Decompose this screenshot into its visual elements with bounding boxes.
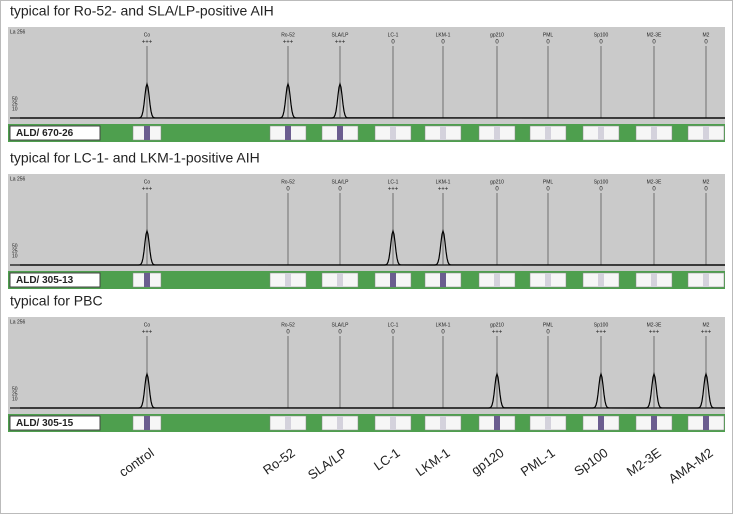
strip-band [285, 126, 291, 140]
strip-band [144, 126, 150, 140]
band-result: +++ [388, 187, 399, 193]
strip-band [390, 416, 396, 430]
strip-band [703, 273, 709, 287]
strip-band [337, 273, 343, 287]
band-result: +++ [492, 330, 503, 336]
plot-area [8, 174, 725, 271]
strip-band [337, 126, 343, 140]
band-result: +++ [701, 330, 712, 336]
strip-band [144, 273, 150, 287]
band-label: SLA/LP [332, 179, 350, 185]
strip-band [144, 416, 150, 430]
band-label: LC-1 [388, 32, 399, 38]
strip-band [494, 126, 500, 140]
band-label: LC-1 [388, 322, 399, 328]
band-label: gp210 [490, 322, 504, 328]
band-result: +++ [335, 40, 346, 46]
scale-label: La 256 [10, 29, 26, 35]
band-label: SLA/LP [332, 32, 350, 38]
band-label: Ro-52 [281, 32, 295, 38]
strip-band [390, 126, 396, 140]
strip-band [545, 416, 551, 430]
y-label: 10 [12, 396, 18, 402]
strip-band [651, 126, 657, 140]
strip-label: ALD/ 305-13 [16, 275, 74, 286]
band-label: LKM-1 [436, 179, 451, 185]
band-label: Co [144, 32, 151, 38]
plot-area [8, 27, 725, 124]
figure: typical for Ro-52- and SLA/LP-positive A… [0, 0, 733, 514]
band-result: +++ [438, 187, 449, 193]
band-label: LC-1 [388, 179, 399, 185]
y-label: 10 [12, 253, 18, 259]
strip-band [337, 416, 343, 430]
strip-band [494, 416, 500, 430]
strip-band [545, 273, 551, 287]
strip-band [545, 126, 551, 140]
band-label: M2-3E [647, 179, 662, 185]
panel-title: typical for Ro-52- and SLA/LP-positive A… [10, 3, 274, 19]
band-label: PML [543, 32, 554, 38]
y-label: 10 [12, 106, 18, 112]
band-label: LKM-1 [436, 32, 451, 38]
strip-band [598, 273, 604, 287]
strip-band [285, 416, 291, 430]
strip-band [285, 273, 291, 287]
strip-band [703, 126, 709, 140]
band-label: M2 [703, 322, 710, 328]
band-label: gp210 [490, 32, 504, 38]
band-label: PML [543, 179, 554, 185]
band-label: M2-3E [647, 32, 662, 38]
strip-label: ALD/ 670-26 [16, 128, 74, 139]
strip-band [703, 416, 709, 430]
band-label: Co [144, 179, 151, 185]
band-label: LKM-1 [436, 322, 451, 328]
strip-band [440, 416, 446, 430]
scale-label: La 256 [10, 319, 26, 325]
strip-band [651, 416, 657, 430]
band-result: +++ [142, 40, 153, 46]
band-label: SLA/LP [332, 322, 350, 328]
band-label: Sp100 [594, 179, 609, 185]
strip-band [390, 273, 396, 287]
band-result: +++ [142, 330, 153, 336]
band-result: +++ [649, 330, 660, 336]
band-result: +++ [142, 187, 153, 193]
strip-band [651, 273, 657, 287]
band-label: Ro-52 [281, 322, 295, 328]
band-result: +++ [283, 40, 294, 46]
band-label: gp210 [490, 179, 504, 185]
strip-label: ALD/ 305-15 [16, 418, 74, 429]
band-result: +++ [596, 330, 607, 336]
band-label: Sp100 [594, 32, 609, 38]
strip-band [494, 273, 500, 287]
band-label: M2-3E [647, 322, 662, 328]
band-label: Ro-52 [281, 179, 295, 185]
strip-band [440, 273, 446, 287]
band-label: M2 [703, 32, 710, 38]
band-label: Co [144, 322, 151, 328]
band-label: PML [543, 322, 554, 328]
strip-band [440, 126, 446, 140]
band-label: Sp100 [594, 322, 609, 328]
strip-band [598, 126, 604, 140]
panel-title: typical for LC-1- and LKM-1-positive AIH [10, 150, 260, 166]
plot-area [8, 317, 725, 414]
band-label: M2 [703, 179, 710, 185]
panel-title: typical for PBC [10, 293, 103, 309]
strip-band [598, 416, 604, 430]
scale-label: La 256 [10, 176, 26, 182]
